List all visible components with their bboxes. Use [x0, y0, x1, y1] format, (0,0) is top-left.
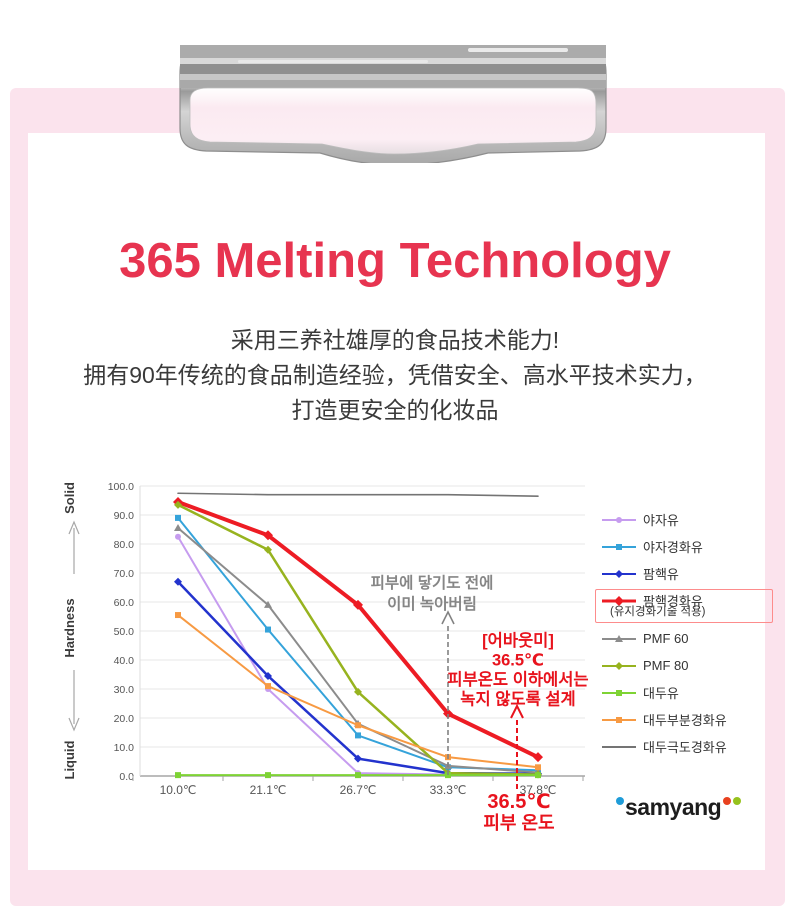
- legend-sublabel: (유지경화기술 적용): [610, 606, 706, 618]
- subtitle-line-3: 打造更安全的化妆品: [291, 397, 499, 423]
- brand-dot-blue-icon: [616, 797, 624, 805]
- svg-text:0.0: 0.0: [119, 771, 134, 783]
- legend-item-7: 대두부분경화유: [601, 706, 773, 733]
- legend-label: 야자경화유: [643, 540, 703, 555]
- svg-text:피부에 닿기도 전에: 피부에 닿기도 전에: [371, 573, 494, 592]
- svg-text:26.7℃: 26.7℃: [340, 783, 377, 797]
- svg-text:36.5℃: 36.5℃: [492, 652, 544, 670]
- product-cap-image: [179, 45, 607, 163]
- legend-item-0: 야자유: [601, 506, 773, 533]
- svg-text:80.0: 80.0: [114, 539, 135, 551]
- legend-swatch-icon: [602, 595, 636, 606]
- series-line-8: [177, 492, 539, 497]
- legend-label: 팜핵유: [643, 567, 679, 582]
- legend-swatch-icon: [602, 745, 636, 748]
- legend-swatch-icon: [602, 569, 636, 578]
- legend-item-2: 팜핵유: [601, 560, 773, 587]
- svg-text:이미 녹아버림: 이미 녹아버림: [387, 594, 477, 613]
- legend-item-6: 대두유: [601, 679, 773, 706]
- svg-text:33.3℃: 33.3℃: [430, 783, 467, 797]
- legend-label: PMF 80: [643, 658, 689, 673]
- brand-dot-red-icon: [723, 797, 732, 805]
- svg-text:10.0℃: 10.0℃: [160, 783, 197, 797]
- series-line-6: [175, 772, 541, 779]
- svg-text:20.0: 20.0: [114, 713, 135, 725]
- legend-label: 팜핵경화유: [643, 594, 703, 609]
- svg-text:50.0: 50.0: [114, 626, 135, 638]
- svg-text:Liquid: Liquid: [62, 740, 77, 779]
- legend-swatch-icon: [602, 634, 636, 642]
- subtitle-line-2: 拥有90年传统的食品制造经验，凭借安全、高水平技术实力，: [83, 362, 707, 388]
- legend-label: 대두부분경화유: [643, 713, 727, 728]
- svg-text:40.0: 40.0: [114, 655, 135, 667]
- hardness-melting-chart: 0.0 10.0 20.0 30.0 40.0 50.0 60.0 70.0 80.0 90.0 1…: [62, 481, 589, 833]
- legend-swatch-icon: [602, 716, 636, 723]
- brand-dot-green-icon: [733, 797, 742, 805]
- svg-text:100.0: 100.0: [108, 481, 134, 493]
- legend-swatch-icon: [602, 661, 636, 670]
- svg-text:70.0: 70.0: [114, 568, 135, 580]
- legend-item-5: PMF 80: [601, 652, 773, 679]
- legend-label: PMF 60: [643, 631, 689, 646]
- svg-text:녹지 않도록 설계: 녹지 않도록 설계: [460, 690, 575, 709]
- legend-item-3: 팜핵경화유 (유지경화기술 적용): [595, 589, 773, 623]
- svg-text:37.8℃: 37.8℃: [520, 783, 557, 797]
- legend-label: 야자유: [643, 513, 679, 528]
- legend-swatch-icon: [602, 516, 636, 523]
- svg-text:60.0: 60.0: [114, 597, 135, 609]
- svg-text:21.1℃: 21.1℃: [250, 783, 287, 797]
- legend-item-4: PMF 60: [601, 625, 773, 652]
- subtitle-line-1: 采用三养社雄厚的食品技术能力!: [230, 327, 560, 353]
- svg-text:36.5℃: 36.5℃: [487, 791, 550, 813]
- legend-label: 대두유: [643, 686, 679, 701]
- svg-text:Hardness: Hardness: [62, 598, 77, 657]
- svg-text:90.0: 90.0: [114, 510, 135, 522]
- svg-text:[어바웃미]: [어바웃미]: [482, 631, 554, 650]
- legend-item-8: 대두극도경화유: [601, 733, 773, 760]
- svg-text:10.0: 10.0: [114, 742, 135, 754]
- legend-swatch-icon: [602, 689, 636, 696]
- page-subtitle: 采用三养社雄厚的食品技术能力! 拥有90年传统的食品制造经验，凭借安全、高水平技…: [0, 323, 790, 428]
- svg-text:피부온도 이하에서는: 피부온도 이하에서는: [447, 670, 588, 689]
- brand-name: samyang: [625, 794, 722, 820]
- legend-item-1: 야자경화유: [601, 533, 773, 560]
- legend-swatch-icon: [602, 543, 636, 550]
- svg-text:30.0: 30.0: [114, 684, 135, 696]
- legend-label: 대두극도경화유: [643, 740, 727, 755]
- page-title: 365 Melting Technology: [119, 234, 671, 288]
- svg-text:피부 온도: 피부 온도: [483, 813, 554, 833]
- svg-text:Solid: Solid: [62, 482, 77, 514]
- samyang-logo: samyang: [616, 794, 742, 820]
